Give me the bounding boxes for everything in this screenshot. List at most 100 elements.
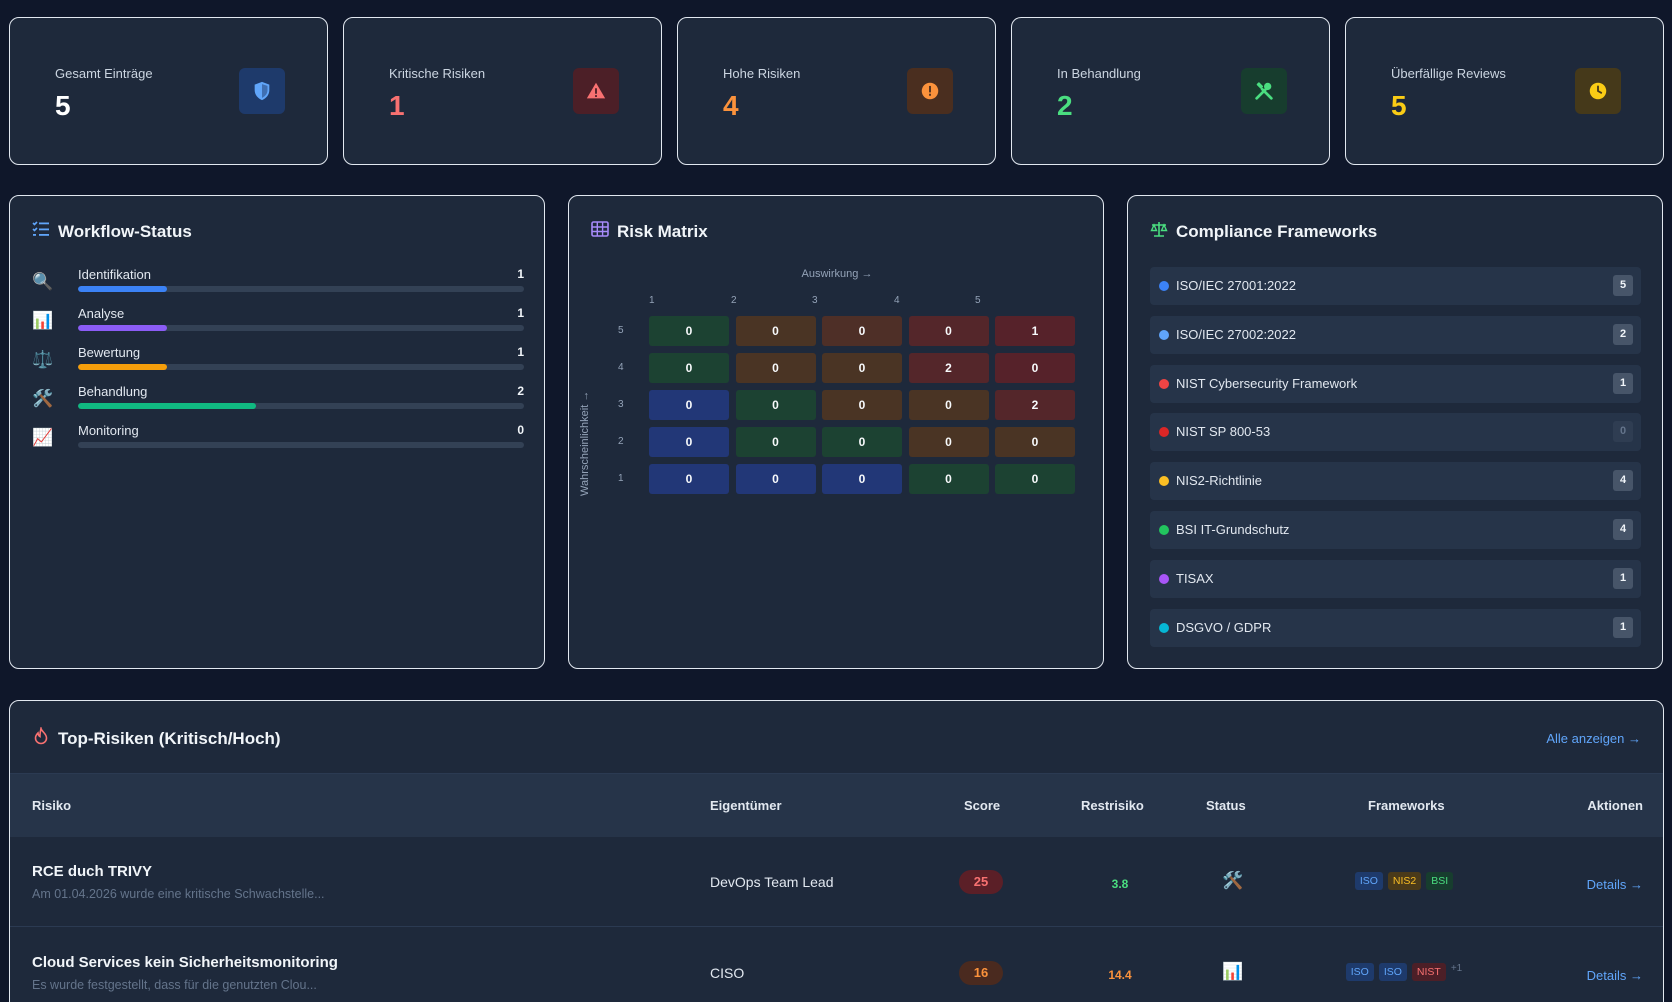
- matrix-cell[interactable]: 0: [822, 427, 902, 457]
- workflow-stage-icon: 🔍: [32, 272, 54, 291]
- matrix-row-number: 3: [618, 399, 624, 410]
- workflow-progress-fill: [78, 325, 168, 331]
- framework-item[interactable]: TISAX 1: [1150, 559, 1641, 598]
- stat-value: 5: [55, 90, 71, 121]
- matrix-cell[interactable]: 0: [822, 464, 902, 494]
- column-header-actions: Aktionen: [1587, 798, 1643, 813]
- scale-icon: [1150, 220, 1168, 243]
- matrix-column-number: 2: [731, 295, 737, 306]
- framework-name: NIS2-Richtlinie: [1176, 473, 1262, 489]
- workflow-progress-fill: [78, 286, 168, 292]
- details-link[interactable]: Details →: [1586, 877, 1643, 892]
- matrix-cell[interactable]: 0: [822, 390, 902, 420]
- column-header-risk[interactable]: Risiko: [32, 798, 72, 813]
- matrix-cell[interactable]: 0: [649, 427, 729, 457]
- framework-color-dot: [1159, 525, 1169, 535]
- framework-name: NIST Cybersecurity Framework: [1176, 375, 1358, 391]
- matrix-cell[interactable]: 1: [995, 316, 1075, 346]
- workflow-stage-icon: ⚖️: [32, 350, 54, 369]
- workflow-row: 📊 Analyse 1: [32, 306, 524, 340]
- matrix-cell[interactable]: 0: [735, 353, 816, 383]
- matrix-cell[interactable]: 0: [995, 427, 1075, 457]
- matrix-cell[interactable]: 0: [649, 464, 729, 494]
- framework-item[interactable]: NIST Cybersecurity Framework 1: [1150, 364, 1641, 403]
- stat-card-high: Hohe Risiken 4: [677, 17, 996, 165]
- matrix-cell[interactable]: 0: [908, 390, 989, 420]
- matrix-cell[interactable]: 0: [649, 390, 729, 420]
- risk-title[interactable]: RCE duch TRIVY: [32, 863, 153, 880]
- matrix-cell[interactable]: 0: [735, 390, 816, 420]
- framework-color-dot: [1159, 573, 1169, 584]
- shield-icon: [239, 68, 285, 114]
- table-row[interactable]: RCE duch TRIVY Am 01.04.2026 wurde eine k…: [10, 837, 1663, 927]
- details-link[interactable]: Details →: [1586, 968, 1643, 983]
- framework-item[interactable]: NIST SP 800-53 0: [1150, 413, 1641, 452]
- exclamation-circle-icon: [907, 68, 953, 114]
- risk-owner: DevOps Team Lead: [710, 874, 834, 890]
- workflow-stage-count: 1: [517, 345, 524, 359]
- framework-count-badge: 2: [1613, 323, 1633, 345]
- matrix-row-number: 5: [618, 325, 624, 336]
- score-badge: 16: [959, 961, 1003, 985]
- status-icon: 📊: [1222, 962, 1244, 981]
- fire-icon: [32, 725, 50, 750]
- framework-color-dot: [1159, 378, 1169, 389]
- matrix-cell[interactable]: 0: [822, 353, 902, 383]
- checklist-icon: [32, 220, 50, 243]
- column-header-status[interactable]: Status: [1206, 798, 1246, 813]
- matrix-cell[interactable]: 0: [908, 316, 989, 346]
- framework-item[interactable]: BSI IT-Grundschutz 4: [1150, 511, 1641, 549]
- matrix-column-number: 1: [649, 295, 655, 306]
- matrix-cell[interactable]: 0: [649, 316, 729, 346]
- risk-title[interactable]: Cloud Services kein Sicherheitsmonitorin…: [32, 954, 338, 971]
- tools-icon: [1241, 68, 1287, 114]
- column-header-frameworks: Frameworks: [1368, 798, 1445, 813]
- workflow-progress-fill: [78, 403, 257, 409]
- show-all-link[interactable]: Alle anzeigen →: [1546, 731, 1641, 746]
- matrix-column-number: 5: [975, 295, 981, 306]
- workflow-progress-bar: [78, 442, 524, 448]
- matrix-cell[interactable]: 0: [735, 427, 816, 457]
- matrix-cell[interactable]: 2: [908, 353, 989, 383]
- matrix-cell[interactable]: 0: [735, 464, 816, 494]
- framework-count-badge: 1: [1613, 372, 1633, 394]
- stat-value: 5: [1391, 90, 1407, 121]
- matrix-row-number: 4: [618, 362, 624, 373]
- framework-item[interactable]: DSGVO / GDPR 1: [1150, 608, 1641, 647]
- workflow-stage-count: 1: [517, 306, 524, 320]
- framework-color-dot: [1159, 281, 1169, 291]
- stat-value: 4: [723, 90, 739, 121]
- stat-label: Hohe Risiken: [723, 66, 801, 81]
- framework-tag: ISO: [1378, 963, 1407, 981]
- grid-icon: [591, 220, 609, 243]
- matrix-cell[interactable]: 0: [649, 353, 729, 383]
- workflow-stage-label: Identifikation: [78, 267, 151, 282]
- framework-name: ISO/IEC 27001:2022: [1176, 278, 1296, 293]
- risk-matrix-panel: Risk Matrix Auswirkung → Wahrscheinlichk…: [568, 195, 1104, 669]
- column-header-score[interactable]: Score: [964, 798, 1001, 813]
- framework-tag: NIST: [1411, 963, 1446, 981]
- matrix-cell[interactable]: 0: [822, 316, 902, 346]
- matrix-cell[interactable]: 0: [908, 427, 989, 457]
- stat-card-critical: Kritische Risiken 1: [343, 17, 662, 165]
- framework-item[interactable]: ISO/IEC 27001:2022 5: [1150, 267, 1641, 305]
- matrix-cell[interactable]: 0: [735, 316, 816, 346]
- matrix-cell[interactable]: 0: [908, 464, 989, 494]
- matrix-cell[interactable]: 0: [995, 353, 1075, 383]
- matrix-cell[interactable]: 0: [995, 464, 1075, 494]
- table-row[interactable]: Cloud Services kein Sicherheitsmonitorin…: [10, 928, 1663, 1002]
- column-header-owner[interactable]: Eigentümer: [710, 798, 782, 813]
- stat-value: 2: [1057, 90, 1073, 121]
- workflow-stage-label: Monitoring: [78, 423, 139, 438]
- stat-label: In Behandlung: [1057, 66, 1141, 81]
- panel-title: Compliance Frameworks: [1150, 220, 1377, 243]
- stat-card-overdue: Überfällige Reviews 5: [1345, 17, 1664, 165]
- workflow-progress-bar: [78, 403, 524, 409]
- matrix-cell[interactable]: 2: [995, 390, 1075, 420]
- framework-count-badge: 0: [1613, 421, 1633, 443]
- framework-color-dot: [1159, 622, 1169, 633]
- framework-item[interactable]: ISO/IEC 27002:2022 2: [1150, 315, 1641, 354]
- workflow-row: 🔍 Identifikation 1: [32, 267, 524, 301]
- column-header-residual[interactable]: Restrisiko: [1081, 798, 1144, 813]
- framework-item[interactable]: NIS2-Richtlinie 4: [1150, 462, 1641, 501]
